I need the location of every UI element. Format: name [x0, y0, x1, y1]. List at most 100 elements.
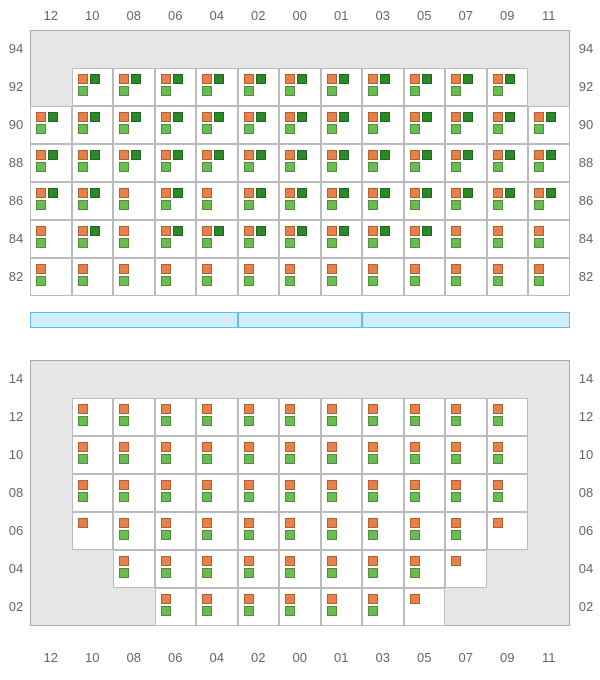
- marker: [244, 200, 254, 210]
- marker: [36, 162, 46, 172]
- marker: [78, 124, 88, 134]
- x-axis-label: 08: [122, 650, 146, 665]
- marker: [244, 188, 254, 198]
- grid-cell: [155, 182, 197, 220]
- marker: [202, 416, 212, 426]
- marker: [131, 74, 141, 84]
- y-axis-label: 04: [4, 561, 28, 576]
- grid-cell: [321, 68, 363, 106]
- marker: [244, 150, 254, 160]
- grid-cell: [404, 550, 446, 588]
- marker: [119, 492, 129, 502]
- marker: [327, 480, 337, 490]
- grid-cell: [155, 550, 197, 588]
- marker: [78, 416, 88, 426]
- marker: [493, 264, 503, 274]
- x-axis-label: 10: [80, 8, 104, 23]
- grid-cell: [196, 398, 238, 436]
- marker: [285, 200, 295, 210]
- marker: [119, 226, 129, 236]
- marker: [410, 492, 420, 502]
- marker: [119, 162, 129, 172]
- grid-cell: [279, 68, 321, 106]
- grid-cell: [404, 144, 446, 182]
- grid-cell: [404, 512, 446, 550]
- grid-cell: [113, 68, 155, 106]
- marker: [161, 124, 171, 134]
- y-axis-label: 86: [574, 193, 598, 208]
- marker: [493, 416, 503, 426]
- marker: [410, 150, 420, 160]
- grid-cell: [445, 144, 487, 182]
- grid-cell: [321, 512, 363, 550]
- grid-cell: [487, 68, 529, 106]
- marker: [214, 150, 224, 160]
- marker: [410, 238, 420, 248]
- marker: [285, 238, 295, 248]
- divider-bar: [30, 312, 238, 328]
- marker: [463, 150, 473, 160]
- marker: [368, 264, 378, 274]
- marker: [380, 226, 390, 236]
- marker: [297, 150, 307, 160]
- grid-cell: [279, 144, 321, 182]
- marker: [546, 188, 556, 198]
- grid-cell: [487, 220, 529, 258]
- marker: [119, 200, 129, 210]
- marker: [505, 150, 515, 160]
- marker: [463, 188, 473, 198]
- marker: [410, 442, 420, 452]
- marker: [368, 162, 378, 172]
- grid-cell: [238, 398, 280, 436]
- grid-cell: [445, 182, 487, 220]
- marker: [546, 150, 556, 160]
- grid-cell: [404, 474, 446, 512]
- marker: [422, 188, 432, 198]
- marker: [451, 264, 461, 274]
- x-axis-label: 11: [537, 8, 561, 23]
- marker: [327, 188, 337, 198]
- grid-cell: [487, 258, 529, 296]
- marker: [451, 188, 461, 198]
- marker: [493, 150, 503, 160]
- marker: [410, 226, 420, 236]
- y-axis-label: 06: [574, 523, 598, 538]
- grid-cell: [113, 398, 155, 436]
- x-axis-label: 09: [495, 650, 519, 665]
- grid-cell: [113, 144, 155, 182]
- marker: [327, 276, 337, 286]
- marker: [285, 86, 295, 96]
- marker: [119, 188, 129, 198]
- grid-cell: [155, 68, 197, 106]
- marker: [161, 480, 171, 490]
- marker: [214, 112, 224, 122]
- grid-cell: [487, 512, 529, 550]
- grid-cell: [362, 588, 404, 626]
- marker: [493, 188, 503, 198]
- grid-cell: [155, 106, 197, 144]
- grid-cell: [445, 474, 487, 512]
- y-axis-label: 02: [4, 599, 28, 614]
- marker: [451, 162, 461, 172]
- grid-cell: [528, 182, 570, 220]
- marker: [493, 454, 503, 464]
- grid-cell: [155, 512, 197, 550]
- grid-cell: [196, 512, 238, 550]
- marker: [161, 226, 171, 236]
- marker: [202, 518, 212, 528]
- marker: [285, 594, 295, 604]
- marker: [493, 492, 503, 502]
- marker: [368, 594, 378, 604]
- marker: [451, 556, 461, 566]
- heatmap-chart: 1210080604020001030507091194949292909088…: [0, 0, 600, 680]
- grid-cell: [528, 220, 570, 258]
- grid-cell: [487, 436, 529, 474]
- marker: [493, 112, 503, 122]
- marker: [451, 150, 461, 160]
- grid-cell: [487, 106, 529, 144]
- x-axis-label: 07: [454, 8, 478, 23]
- marker: [285, 480, 295, 490]
- x-axis-label: 05: [412, 8, 436, 23]
- marker: [285, 276, 295, 286]
- grid-cell: [362, 68, 404, 106]
